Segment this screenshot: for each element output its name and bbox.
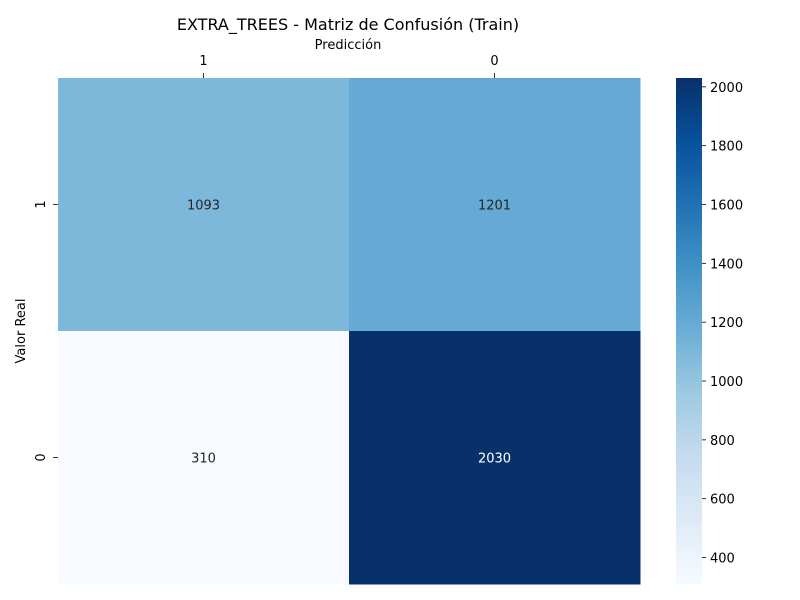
y-ticks: 10 [34, 200, 58, 462]
cell-value-label: 1093 [187, 199, 220, 214]
heatmap-cell [58, 78, 350, 332]
colorbar-tick-label: 2000 [710, 81, 743, 96]
x-axis-label: Predicción [315, 38, 382, 53]
x-tick-label: 0 [490, 54, 498, 69]
colorbar-tick-label: 1400 [710, 257, 743, 272]
colorbar-tick-label: 400 [710, 552, 735, 567]
colorbar [676, 78, 702, 584]
x-tick-label: 1 [199, 54, 207, 69]
y-tick-label: 1 [34, 200, 49, 208]
cell-value-label: 2030 [478, 452, 511, 467]
cell-value-label: 1201 [478, 199, 511, 214]
colorbar-tick-label: 1600 [710, 199, 743, 214]
y-axis-label: Valor Real [14, 299, 29, 364]
colorbar-tick-label: 1800 [710, 140, 743, 155]
colorbar-ticks: 400 600 800 1000 1200 1400 1600 1800 2000 [702, 81, 743, 567]
heatmap-cell [349, 78, 641, 332]
heatmap-cell [349, 331, 641, 585]
heatmap-cell [58, 331, 350, 585]
colorbar-tick-label: 1000 [710, 375, 743, 390]
cell-value-label: 310 [191, 452, 216, 467]
colorbar-tick-label: 600 [710, 493, 735, 508]
colorbar-tick-label: 1200 [710, 316, 743, 331]
chart-title: EXTRA_TREES - Matriz de Confusión (Train… [177, 15, 519, 35]
colorbar-tick-label: 800 [710, 434, 735, 449]
heatmap-cells: 1093 1201 310 2030 [58, 78, 641, 585]
y-tick-label: 0 [34, 453, 49, 461]
